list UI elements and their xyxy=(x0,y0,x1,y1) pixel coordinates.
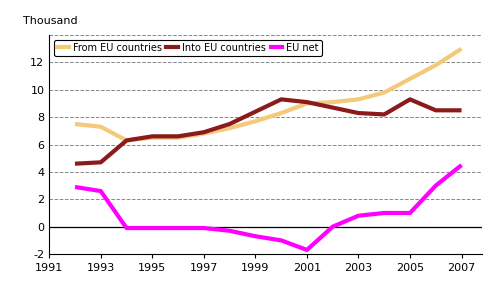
Text: Thousand: Thousand xyxy=(23,16,78,26)
Legend: From EU countries, Into EU countries, EU net: From EU countries, Into EU countries, EU… xyxy=(54,40,322,56)
